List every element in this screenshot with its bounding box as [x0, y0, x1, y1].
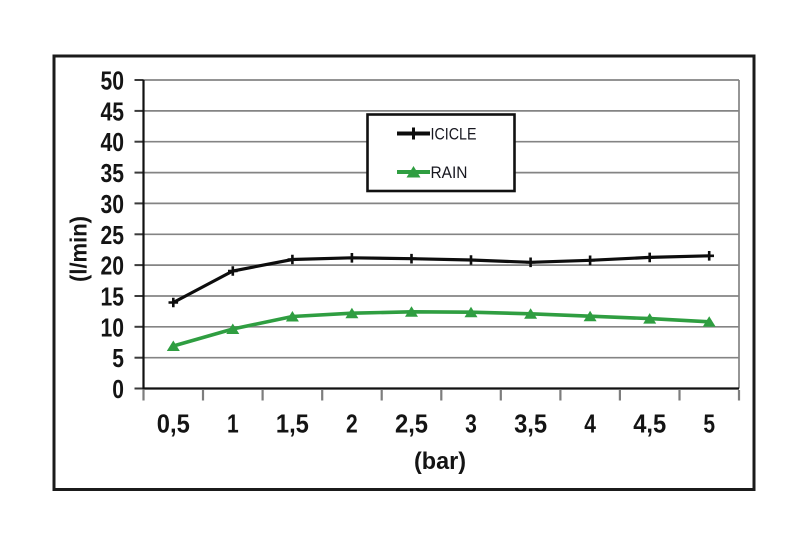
svg-text:15: 15 [101, 282, 125, 312]
svg-text:0,5: 0,5 [157, 409, 190, 439]
svg-text:4,5: 4,5 [633, 409, 666, 439]
svg-text:3,5: 3,5 [514, 409, 547, 439]
svg-text:1,5: 1,5 [276, 409, 309, 439]
svg-text:3: 3 [465, 409, 477, 439]
svg-text:30: 30 [101, 189, 125, 219]
svg-text:25: 25 [101, 220, 125, 250]
svg-text:40: 40 [101, 127, 125, 157]
svg-text:35: 35 [101, 158, 125, 188]
svg-text:(l/min): (l/min) [66, 216, 92, 282]
svg-text:2,5: 2,5 [395, 409, 428, 439]
svg-text:1: 1 [227, 409, 239, 439]
svg-text:(bar): (bar) [414, 448, 466, 475]
svg-text:45: 45 [101, 96, 125, 126]
svg-text:4: 4 [584, 409, 596, 439]
svg-text:50: 50 [101, 66, 125, 96]
svg-text:RAIN: RAIN [431, 163, 468, 182]
svg-text:ICICLE: ICICLE [431, 125, 477, 144]
svg-text:20: 20 [101, 251, 125, 281]
svg-text:2: 2 [346, 409, 358, 439]
svg-text:5: 5 [112, 343, 124, 373]
svg-text:5: 5 [703, 409, 715, 439]
svg-text:0: 0 [112, 374, 124, 404]
svg-text:10: 10 [101, 312, 125, 342]
